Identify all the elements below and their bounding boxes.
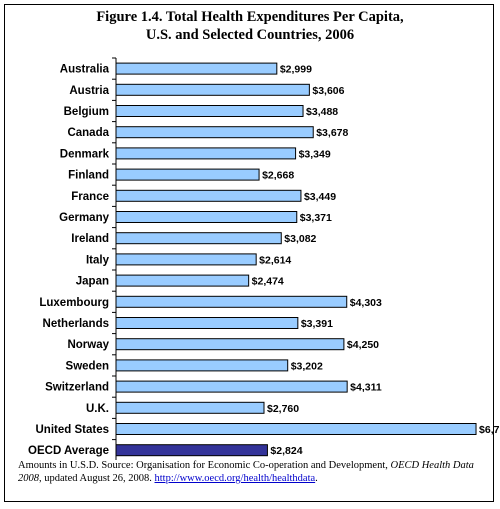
bar bbox=[115, 380, 348, 393]
value-label: $3,678 bbox=[316, 127, 348, 139]
category-label: Netherlands bbox=[43, 318, 109, 330]
value-label: $3,082 bbox=[284, 233, 316, 245]
bar bbox=[115, 232, 282, 245]
category-label: Sweden bbox=[66, 360, 109, 372]
bar bbox=[115, 83, 310, 96]
bar-chart: Australia $2,999 Austria $3,606 Belgium $3,48… bbox=[28, 57, 500, 460]
category-label: Switzerland bbox=[45, 382, 109, 394]
source-text-3: . bbox=[315, 473, 318, 484]
chart-title: Figure 1.4. Total Health Expenditures Pe… bbox=[0, 8, 500, 44]
bar bbox=[115, 168, 260, 181]
value-label: $2,614 bbox=[259, 254, 291, 266]
value-label: $3,606 bbox=[312, 85, 344, 97]
bar bbox=[115, 295, 348, 308]
category-label: France bbox=[71, 191, 109, 203]
bar bbox=[115, 423, 477, 435]
category-label: Finland bbox=[68, 170, 109, 182]
value-label: $3,449 bbox=[304, 191, 336, 203]
category-label: Austria bbox=[69, 85, 109, 97]
value-label: $2,668 bbox=[262, 170, 294, 182]
source-text-2: , updated August 26, 2008. bbox=[39, 473, 155, 484]
source-note: Amounts in U.S.D. Source: Organisation f… bbox=[18, 459, 488, 485]
source-link[interactable]: http://www.oecd.org/health/healthdata bbox=[154, 473, 316, 484]
category-label: Norway bbox=[67, 339, 109, 351]
value-label: $6,714 bbox=[479, 424, 500, 436]
value-label: $2,824 bbox=[270, 445, 302, 457]
title-line-1: Figure 1.4. Total Health Expenditures Pe… bbox=[96, 9, 404, 25]
bar bbox=[115, 147, 297, 160]
category-label: OECD Average bbox=[28, 445, 109, 457]
bar bbox=[115, 253, 257, 266]
source-title: OECD Health Data 2008 bbox=[18, 460, 474, 484]
value-label: $2,760 bbox=[267, 403, 299, 415]
value-label: $4,250 bbox=[347, 339, 379, 351]
category-label: Japan bbox=[76, 276, 109, 288]
bar bbox=[115, 401, 265, 414]
bar bbox=[115, 317, 299, 329]
category-label: Luxembourg bbox=[39, 297, 109, 309]
bar bbox=[115, 211, 298, 223]
value-label: $3,488 bbox=[306, 106, 338, 118]
category-label: Canada bbox=[67, 127, 109, 139]
bar bbox=[115, 126, 314, 139]
category-label: Denmark bbox=[60, 148, 110, 160]
value-label: $3,391 bbox=[301, 318, 333, 330]
bar bbox=[115, 338, 345, 351]
category-label: Italy bbox=[86, 254, 110, 266]
source-text-1: Amounts in U.S.D. Source: Organisation f… bbox=[18, 460, 391, 471]
value-label: $2,474 bbox=[252, 276, 284, 288]
category-label: Ireland bbox=[71, 233, 109, 245]
bar bbox=[115, 62, 278, 75]
title-line-2: U.S. and Selected Countries, 2006 bbox=[145, 27, 355, 43]
value-label: $3,202 bbox=[291, 360, 323, 372]
bars-group: Australia $2,999 Austria $3,606 Belgium $3,48… bbox=[28, 57, 500, 460]
bar bbox=[115, 189, 302, 202]
bar bbox=[115, 274, 250, 287]
bar bbox=[115, 105, 304, 117]
bar-oecd-average bbox=[115, 444, 268, 457]
value-label: $3,349 bbox=[299, 148, 331, 160]
value-label: $4,303 bbox=[350, 297, 382, 309]
category-label: Germany bbox=[59, 212, 109, 224]
category-label: Belgium bbox=[64, 106, 109, 118]
category-label: U.K. bbox=[86, 403, 109, 415]
bar bbox=[115, 359, 289, 372]
value-label: $4,311 bbox=[350, 382, 382, 394]
value-label: $2,999 bbox=[280, 64, 312, 76]
value-label: $3,371 bbox=[300, 212, 332, 224]
category-label: Australia bbox=[60, 64, 110, 76]
category-label: United States bbox=[36, 424, 110, 436]
